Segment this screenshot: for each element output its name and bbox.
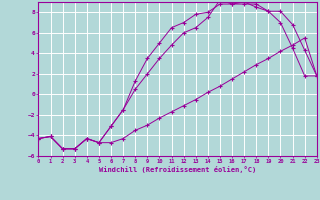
- X-axis label: Windchill (Refroidissement éolien,°C): Windchill (Refroidissement éolien,°C): [99, 166, 256, 173]
